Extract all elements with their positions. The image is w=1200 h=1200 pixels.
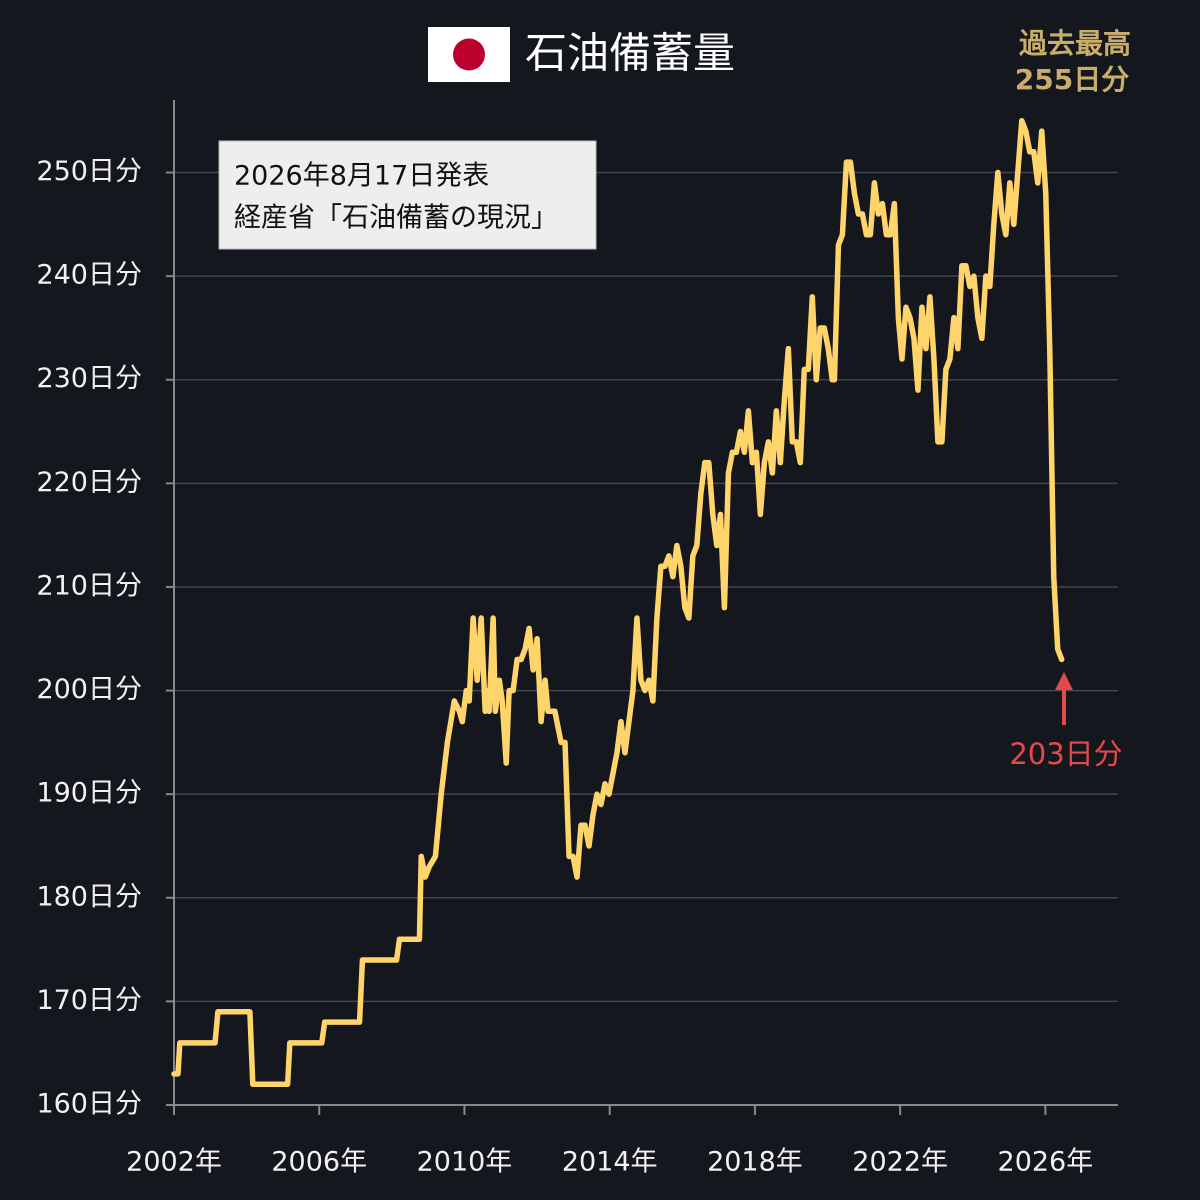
- y-tick-label: 230日分: [36, 363, 142, 394]
- peak-label: 255日分: [1015, 63, 1129, 96]
- y-tick-label: 170日分: [36, 985, 142, 1016]
- note-box: [218, 140, 597, 250]
- note-text: 経産省「石油備蓄の現況」: [234, 203, 558, 234]
- y-tick-label: 190日分: [36, 778, 142, 809]
- note-text: 2026年8月17日発表: [234, 161, 489, 192]
- last-label: 203日分: [1009, 737, 1122, 771]
- x-tick-label: 2002年: [126, 1147, 222, 1178]
- peak-label: 過去最高: [1019, 27, 1131, 60]
- y-tick-label: 180日分: [36, 881, 142, 912]
- x-tick-label: 2026年: [998, 1147, 1094, 1178]
- data-line: [171, 117, 1065, 1088]
- y-tick-label: 210日分: [36, 570, 142, 601]
- y-tick-label: 220日分: [36, 467, 142, 498]
- arrow-head: [1055, 672, 1073, 690]
- flag-disc: [453, 38, 485, 71]
- y-tick-label: 250日分: [36, 156, 142, 187]
- x-tick-label: 2006年: [271, 1147, 367, 1178]
- y-tick-label: 160日分: [36, 1089, 142, 1120]
- x-tick-label: 2010年: [417, 1147, 513, 1178]
- x-tick-label: 2018年: [707, 1147, 803, 1178]
- y-tick-label: 200日分: [36, 674, 142, 705]
- x-tick-label: 2014年: [562, 1147, 658, 1178]
- y-tick-label: 240日分: [36, 260, 142, 291]
- chart-title: 石油備蓄量: [525, 29, 735, 78]
- x-tick-label: 2022年: [852, 1147, 948, 1178]
